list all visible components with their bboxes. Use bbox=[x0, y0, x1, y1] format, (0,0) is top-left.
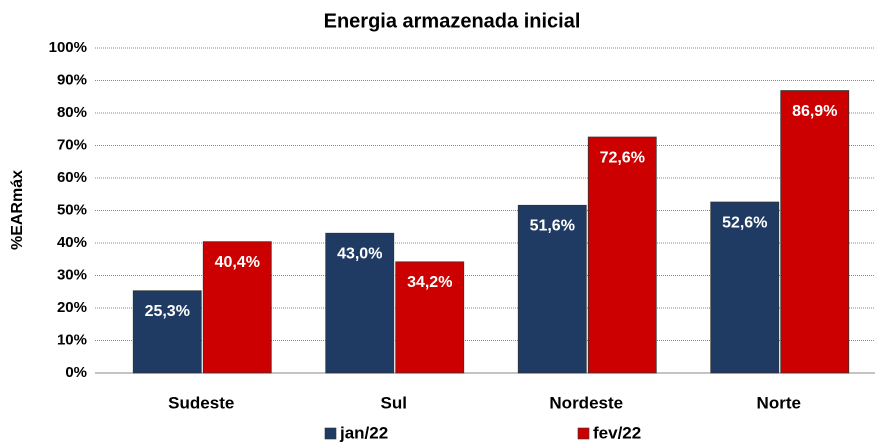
value-label: 86,9% bbox=[792, 103, 837, 120]
y-axis-title: %EARmáx bbox=[9, 170, 26, 250]
bar bbox=[710, 201, 780, 374]
y-tick-label: 0% bbox=[65, 364, 87, 381]
bar bbox=[325, 232, 395, 374]
value-label: 51,6% bbox=[530, 218, 575, 235]
x-tick-label: Norte bbox=[757, 393, 801, 412]
legend-label: jan/22 bbox=[339, 423, 388, 442]
y-tick-label: 90% bbox=[57, 71, 87, 88]
x-tick-label: Sudeste bbox=[168, 393, 234, 412]
value-label: 52,6% bbox=[722, 214, 767, 231]
y-tick-label: 30% bbox=[57, 266, 87, 283]
y-tick-label: 80% bbox=[57, 104, 87, 121]
value-label: 72,6% bbox=[600, 149, 645, 166]
x-tick-label: Sul bbox=[381, 393, 407, 412]
bar bbox=[202, 241, 272, 374]
chart-title: Energia armazenada inicial bbox=[324, 10, 581, 32]
bar bbox=[517, 204, 587, 374]
bar bbox=[395, 261, 465, 374]
legend-label: fev/22 bbox=[593, 423, 641, 442]
y-tick-label: 10% bbox=[57, 331, 87, 348]
y-tick-label: 20% bbox=[57, 299, 87, 316]
y-tick-label: 100% bbox=[49, 39, 87, 56]
bar bbox=[780, 90, 850, 374]
x-tick-label: Nordeste bbox=[549, 393, 623, 412]
value-label: 40,4% bbox=[215, 254, 260, 271]
bar bbox=[132, 290, 202, 374]
value-label: 43,0% bbox=[337, 245, 382, 262]
legend-swatch bbox=[324, 427, 337, 440]
legend-swatch bbox=[577, 427, 590, 440]
bar bbox=[587, 136, 657, 374]
y-tick-label: 70% bbox=[57, 136, 87, 153]
value-label: 25,3% bbox=[145, 303, 190, 320]
y-tick-label: 40% bbox=[57, 234, 87, 251]
value-label: 34,2% bbox=[407, 274, 452, 291]
y-tick-label: 60% bbox=[57, 169, 87, 186]
y-tick-label: 50% bbox=[57, 201, 87, 218]
